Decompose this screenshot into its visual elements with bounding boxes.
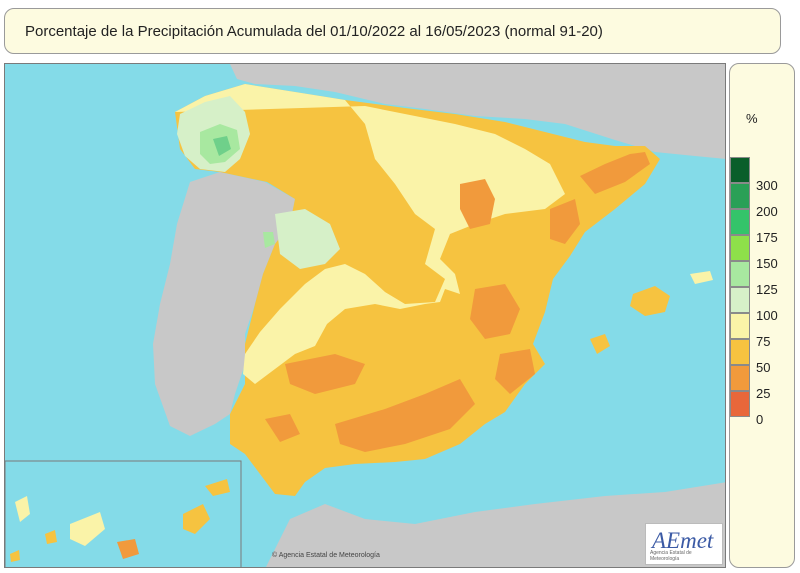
legend-label-50: 50 <box>756 360 771 375</box>
legend-swatch-25 <box>730 365 750 391</box>
murcia-dry-patch <box>495 349 535 394</box>
canary-island-2 <box>45 530 57 544</box>
map-area <box>4 63 726 568</box>
legend-label-25: 25 <box>756 386 771 401</box>
legend-label-0: 0 <box>756 412 764 427</box>
legend-unit: % <box>746 111 758 126</box>
galicia-very-wet <box>213 136 231 156</box>
aemet-logo-subtitle: Agencia Estatal de Meteorología <box>650 550 692 562</box>
africa-landmass <box>266 482 725 567</box>
legend-label-300: 300 <box>756 178 778 193</box>
legend-label-100: 100 <box>756 308 778 323</box>
south-dry-patch-c <box>265 414 300 442</box>
legend-label-150: 150 <box>756 256 778 271</box>
canary-island-5 <box>183 504 210 534</box>
valencia-dry-patch <box>550 199 580 244</box>
central-green-zone <box>275 209 340 269</box>
legend-label-125: 125 <box>756 282 778 297</box>
map-title: Porcentaje de la Precipitación Acumulada… <box>25 23 603 40</box>
france-landmass <box>230 64 725 159</box>
legend-label-175: 175 <box>756 230 778 245</box>
central-green-spot <box>263 232 275 248</box>
legend-swatch-100 <box>730 287 750 313</box>
legend-swatch-0 <box>730 391 750 417</box>
legend-swatch-50 <box>730 339 750 365</box>
aemet-logo: AEmet Agencia Estatal de Meteorología <box>645 523 723 565</box>
legend: % 300 200 175 150 125 100 75 50 25 0 <box>729 63 795 568</box>
legend-swatch-300 <box>730 157 750 183</box>
legend-swatch-150 <box>730 235 750 261</box>
legend-swatch-200 <box>730 183 750 209</box>
legend-label-200: 200 <box>756 204 778 219</box>
precipitation-map <box>5 64 725 567</box>
mallorca <box>630 286 670 316</box>
aemet-logo-text: AEmet <box>652 528 714 553</box>
ibiza <box>590 334 610 354</box>
canary-island-7 <box>10 550 20 562</box>
legend-label-75: 75 <box>756 334 771 349</box>
legend-swatch-75 <box>730 313 750 339</box>
canary-island-4 <box>117 539 139 559</box>
canary-island-3 <box>70 512 105 546</box>
portugal-landmass <box>153 172 295 436</box>
map-title-box: Porcentaje de la Precipitación Acumulada… <box>4 8 781 54</box>
legend-swatch-125 <box>730 261 750 287</box>
aragon-dry-patch <box>460 179 495 229</box>
south-dry-patch-a <box>285 354 365 394</box>
menorca <box>690 271 713 284</box>
canary-island-6 <box>205 479 230 496</box>
credit-text: © Agencia Estatal de Meteorología <box>272 552 380 559</box>
legend-swatch-175 <box>730 209 750 235</box>
north-moist-zone <box>175 84 565 384</box>
canary-island-1 <box>15 496 30 522</box>
catalonia-dry-patch <box>580 152 650 194</box>
east-dry-patch <box>470 284 520 339</box>
south-dry-patch-b <box>335 379 475 452</box>
